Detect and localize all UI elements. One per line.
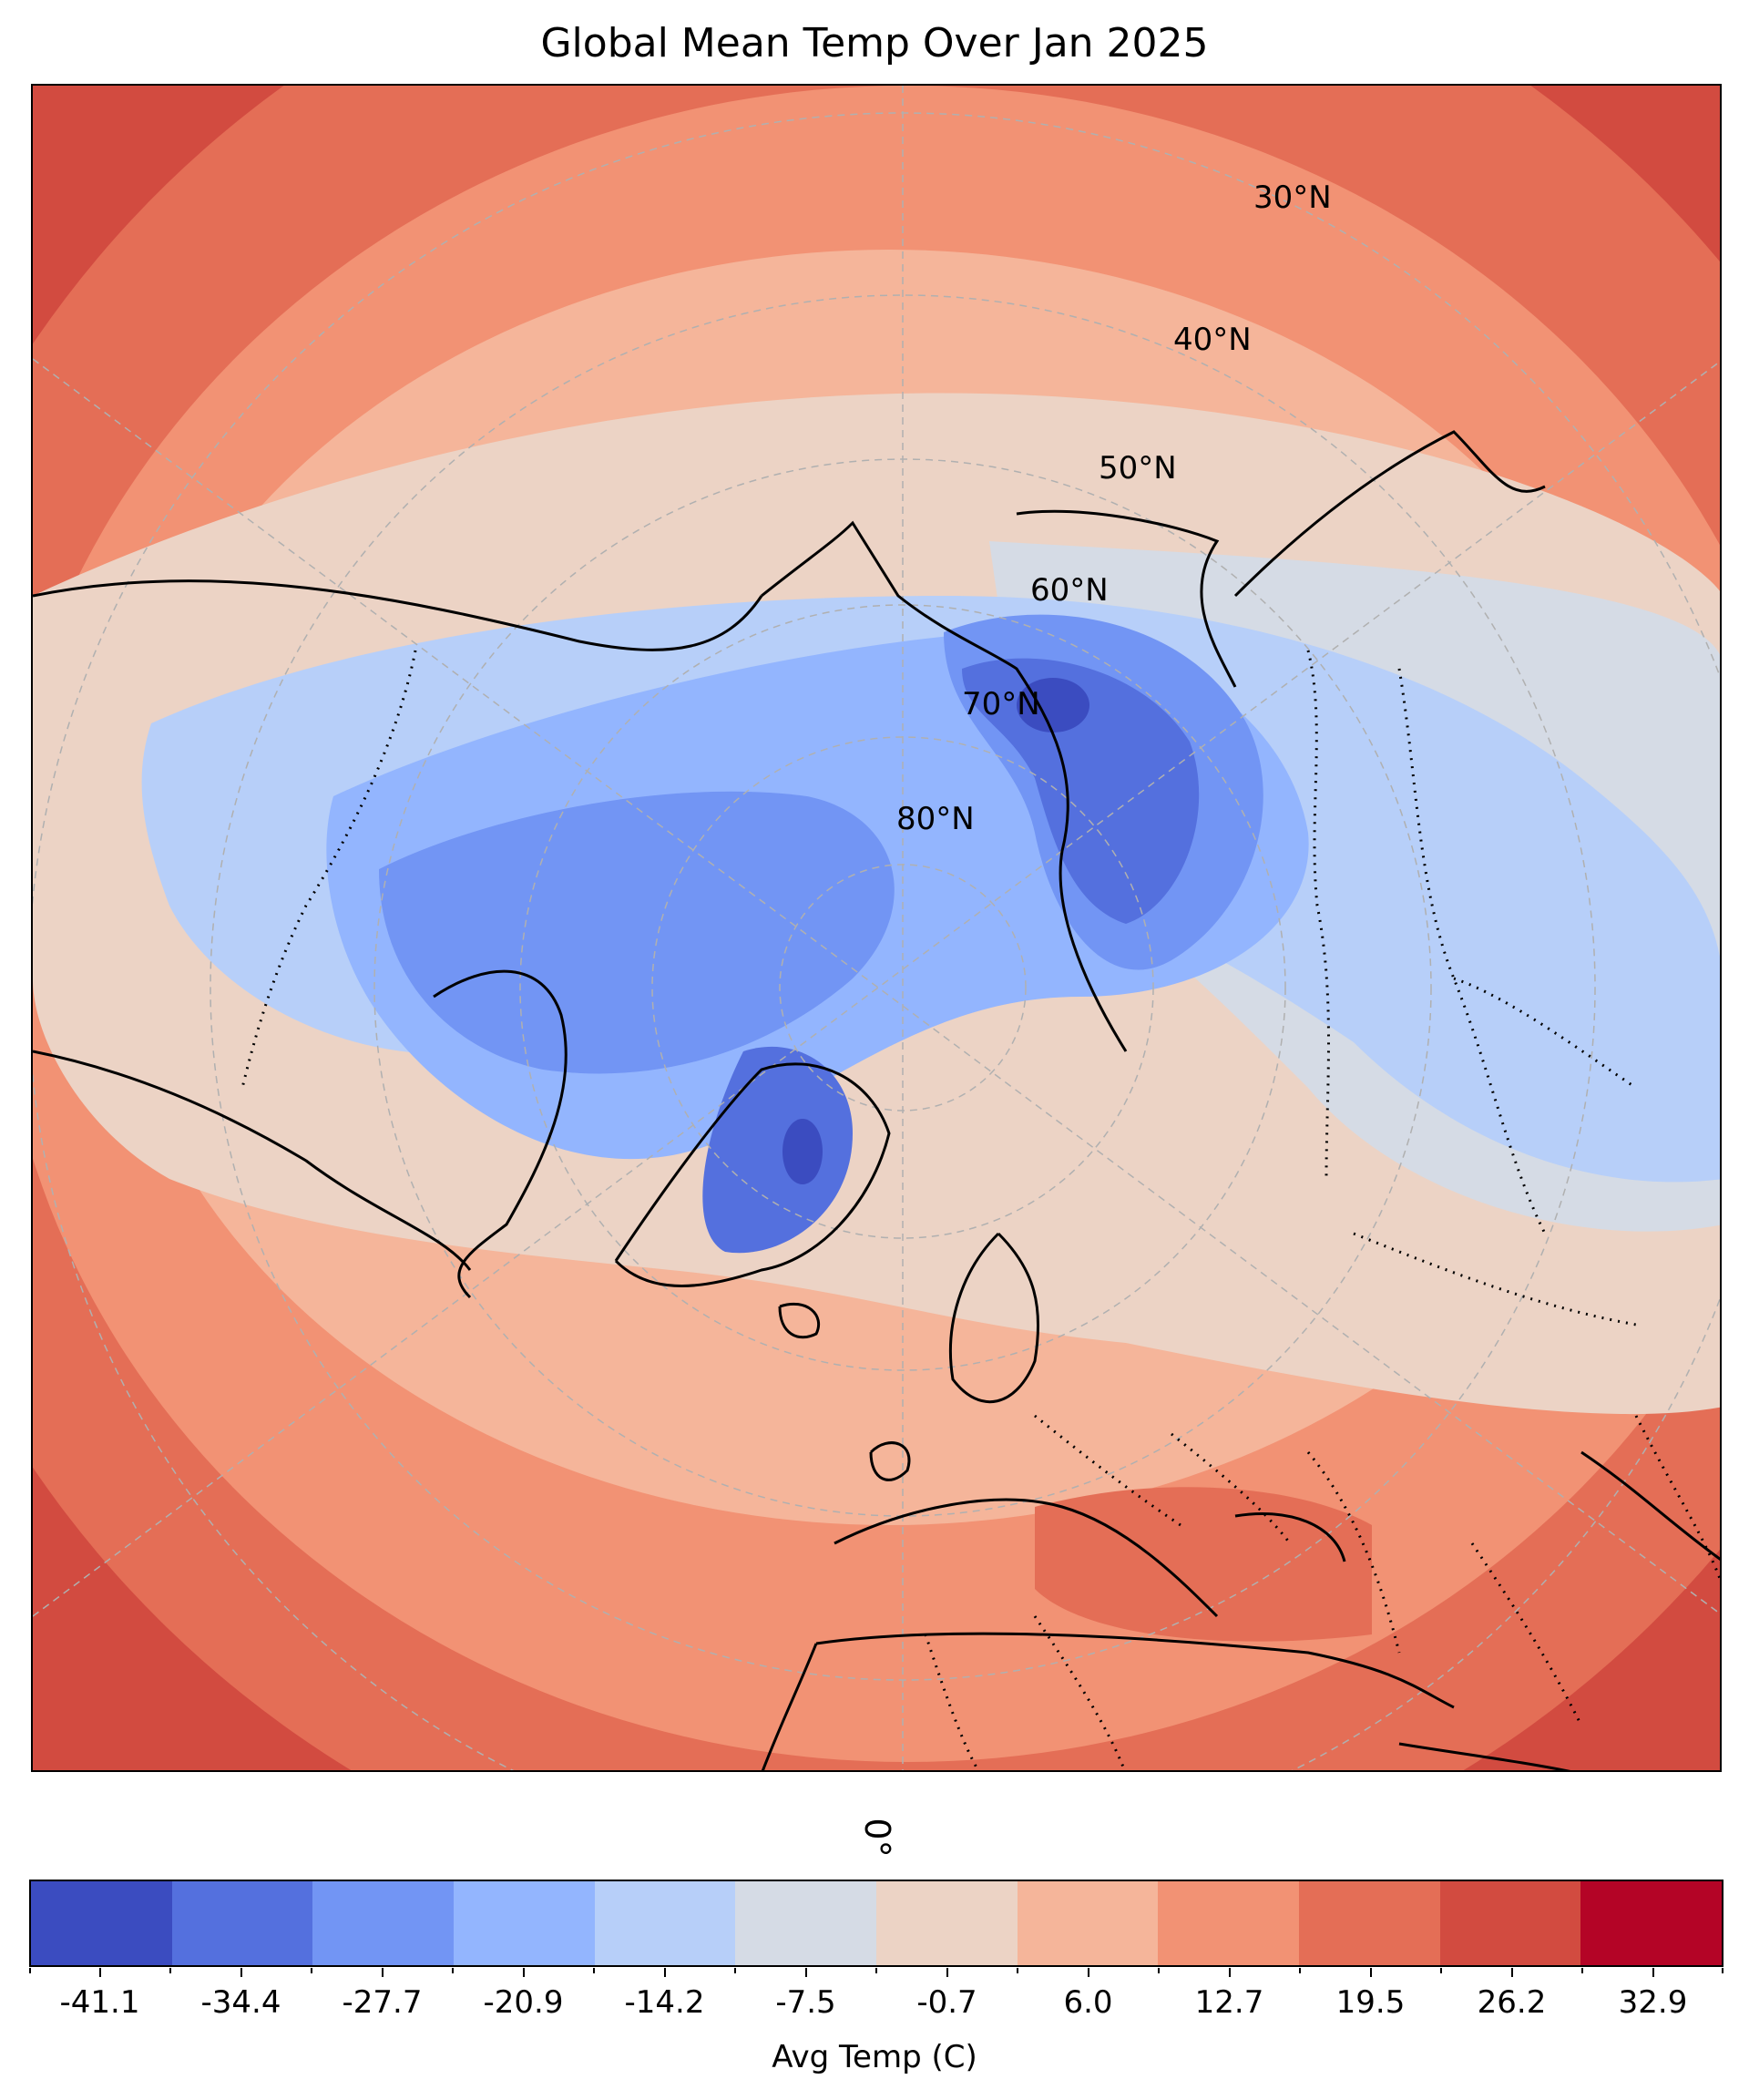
temp-band-neg41-greenland [782, 1119, 823, 1184]
colorbar-tick [98, 1968, 101, 1977]
temp-band-neg34-siberia [962, 658, 1200, 924]
colorbar-minor-tick [1722, 1968, 1723, 1973]
coastlines [33, 430, 1720, 1770]
colorbar-minor-tick [1299, 1968, 1301, 1973]
colorbar-ticks [29, 1968, 1723, 1979]
colorbar-tick-label: -41.1 [59, 1984, 140, 2021]
colorbar-tick-label: -34.4 [200, 1984, 281, 2021]
colorbar-tick-label: 12.7 [1194, 1984, 1264, 2021]
colorbar-tick-label: -0.7 [916, 1984, 977, 2021]
meridian-label: 0° [857, 1818, 897, 1858]
colorbar-tick-label: 6.0 [1063, 1984, 1113, 2021]
colorbar-segment [1580, 1881, 1723, 1965]
map-title: Global Mean Temp Over Jan 2025 [540, 20, 1209, 67]
temperature-field-map: 30°N 40°N 50°N 60°N 70°N 80°N [33, 86, 1720, 1770]
colorbar-tick-label: 26.2 [1477, 1984, 1547, 2021]
colorbar-tick-label: 32.9 [1618, 1984, 1688, 2021]
temp-band-neg27-canada [379, 791, 895, 1074]
lat-label-30: 30°N [1253, 179, 1332, 216]
colorbar-segment [31, 1881, 172, 1965]
lat-label-80: 80°N [896, 801, 975, 837]
lat-label-50: 50°N [1099, 450, 1177, 487]
colorbar-tick [946, 1968, 948, 1977]
colorbar-segment [876, 1881, 1018, 1965]
colorbar-minor-tick [1581, 1968, 1583, 1973]
lat-label-70: 70°N [962, 686, 1040, 722]
colorbar-minor-tick [169, 1968, 171, 1973]
colorbar-tick-label: -14.2 [624, 1984, 705, 2021]
colorbar-segment [735, 1881, 877, 1965]
lat-label-60: 60°N [1030, 572, 1109, 609]
colorbar-label: Avg Temp (C) [772, 2039, 977, 2075]
colorbar-minor-tick [1158, 1968, 1160, 1973]
colorbar-tick [1369, 1968, 1372, 1977]
colorbar-tick [1652, 1968, 1654, 1977]
colorbar-tick [240, 1968, 242, 1977]
colorbar-minor-tick [1440, 1968, 1442, 1973]
colorbar-segment [1299, 1881, 1440, 1965]
temp-band-neg34-greenland [702, 1046, 853, 1254]
colorbar-tick [522, 1968, 525, 1977]
map-area: 30°N 40°N 50°N 60°N 70°N 80°N [31, 84, 1722, 1772]
colorbar [29, 1880, 1723, 1967]
colorbar-minor-tick [875, 1968, 877, 1973]
colorbar-tick [1510, 1968, 1513, 1977]
colorbar-tick [663, 1968, 666, 1977]
colorbar-minor-tick [593, 1968, 595, 1973]
country-borders [240, 650, 1720, 1770]
colorbar-tick [381, 1968, 384, 1977]
colorbar-segment [1017, 1881, 1159, 1965]
colorbar-tick [1228, 1968, 1231, 1977]
colorbar-segment [594, 1881, 736, 1965]
colorbar-segment [1158, 1881, 1300, 1965]
colorbar-segment [1439, 1881, 1581, 1965]
colorbar-segment [171, 1881, 313, 1965]
temp-band-neg41-siberia [1017, 678, 1089, 732]
colorbar-tick-label: -20.9 [483, 1984, 564, 2021]
colorbar-segment [454, 1881, 595, 1965]
colorbar-minor-tick [311, 1968, 312, 1973]
colorbar-minor-tick [29, 1968, 31, 1973]
colorbar-tick [1087, 1968, 1089, 1977]
colorbar-tick-label: -7.5 [775, 1984, 836, 2021]
colorbar-minor-tick [452, 1968, 454, 1973]
colorbar-tick-label: -27.7 [342, 1984, 423, 2021]
latitude-gridlines [33, 86, 1720, 1770]
lat-label-40: 40°N [1173, 322, 1252, 358]
colorbar-tick [804, 1968, 807, 1977]
colorbar-segment [312, 1881, 455, 1965]
colorbar-minor-tick [734, 1968, 736, 1973]
colorbar-tick-labels: -41.1 -34.4 -27.7 -20.9 -14.2 -7.5 -0.7 6.0 12.7… [29, 1984, 1723, 2030]
temp-band-mediterranean [1035, 1487, 1372, 1642]
colorbar-minor-tick [1017, 1968, 1018, 1973]
colorbar-tick-label: 19.5 [1335, 1984, 1406, 2021]
